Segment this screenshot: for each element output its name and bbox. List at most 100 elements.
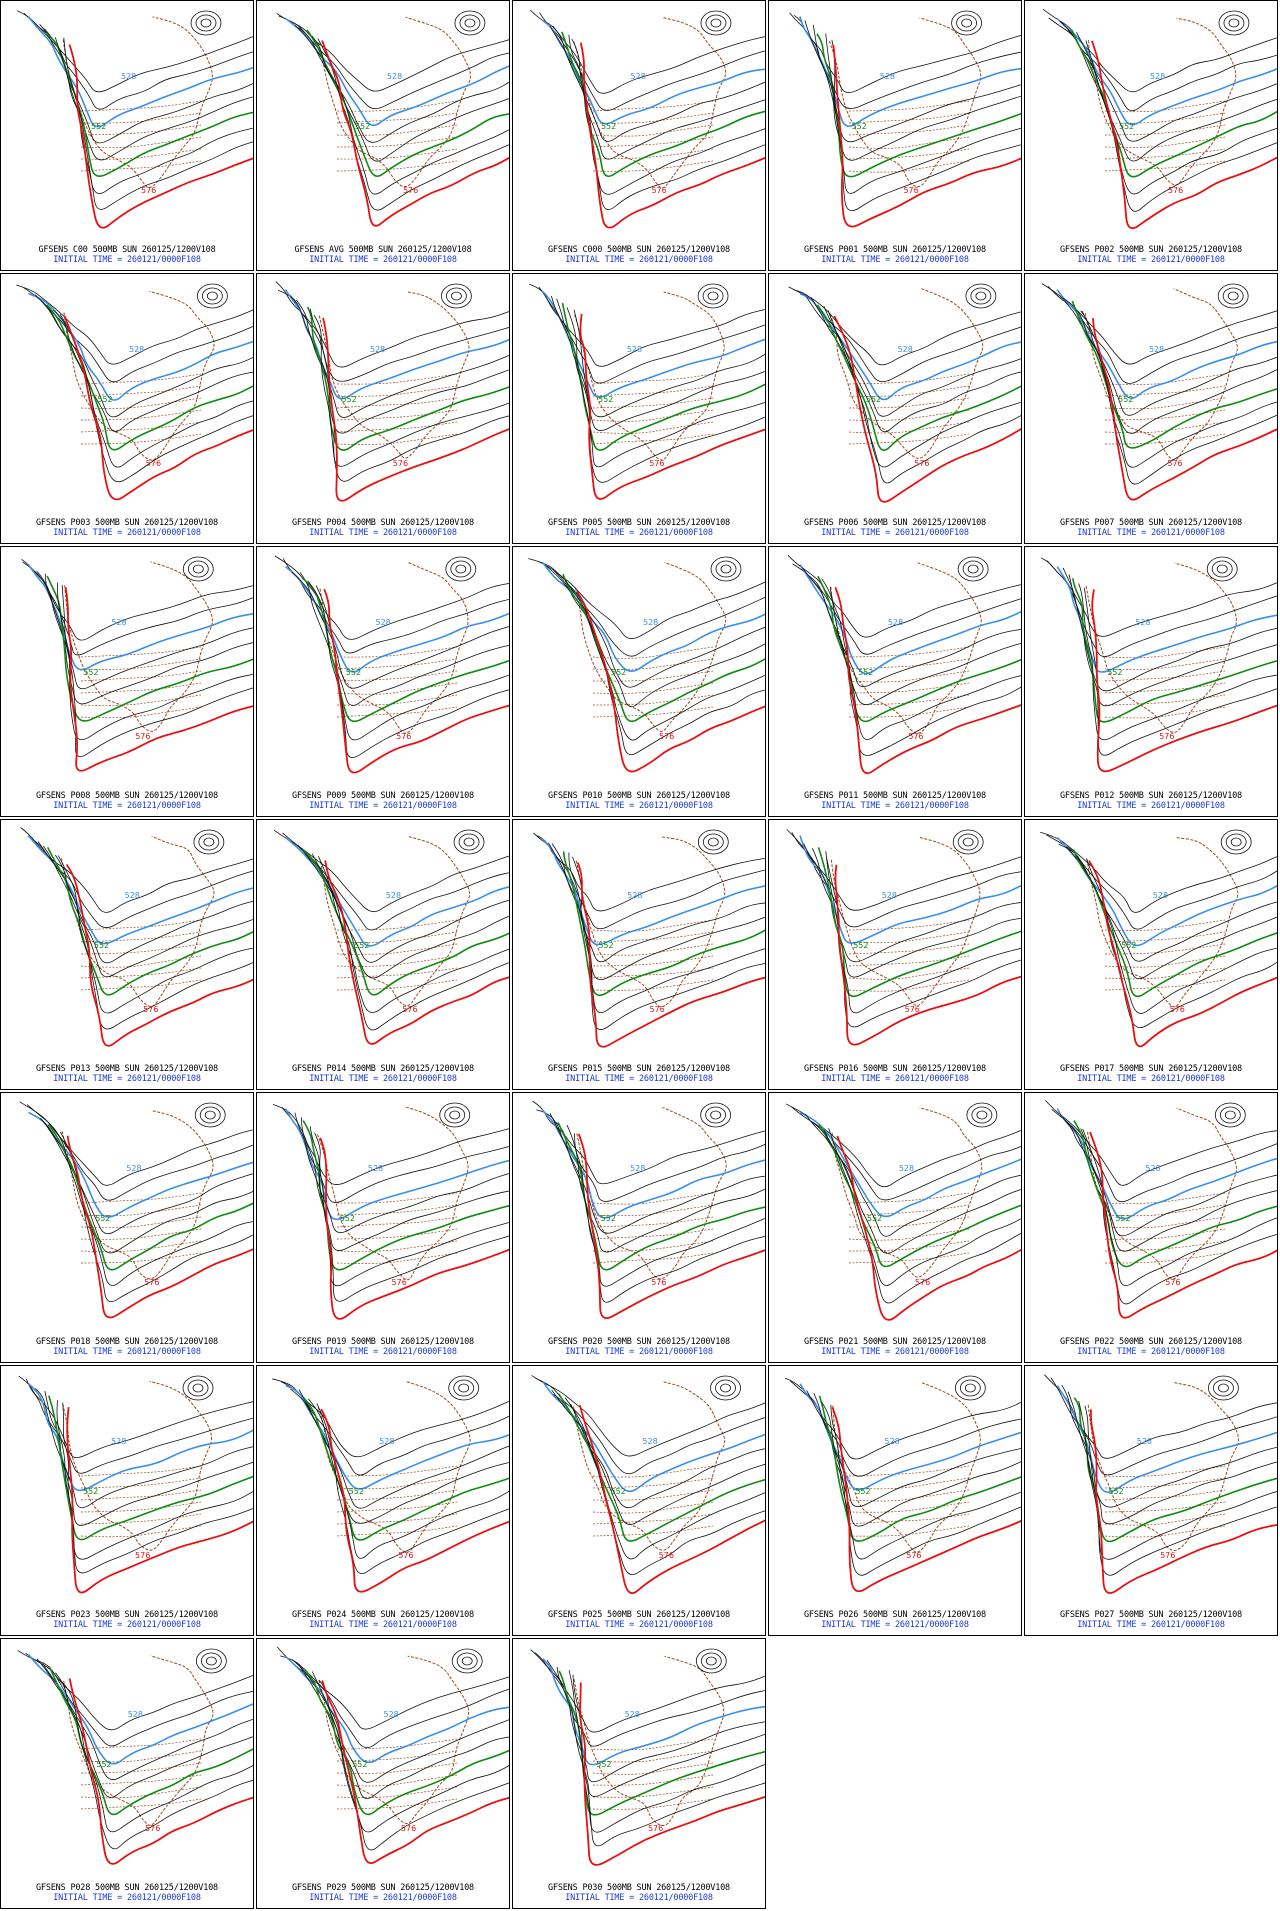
height-contour bbox=[812, 848, 1021, 978]
height-contour-map: 528 552 576 bbox=[18, 1375, 253, 1594]
closed-low-contour bbox=[446, 287, 467, 305]
height-contour-576 bbox=[577, 1133, 765, 1320]
contour-label-576: 576 bbox=[1168, 186, 1183, 195]
contour-label-552: 552 bbox=[83, 668, 98, 677]
state-border bbox=[592, 955, 714, 967]
coastline bbox=[61, 1110, 214, 1280]
coastline bbox=[575, 836, 726, 1008]
height-contour-576 bbox=[1088, 860, 1277, 1048]
height-contour bbox=[528, 558, 765, 640]
closed-low-contour bbox=[957, 833, 979, 851]
coastline bbox=[317, 1106, 469, 1281]
height-contour bbox=[298, 27, 509, 162]
state-border bbox=[592, 919, 714, 932]
closed-low-contour bbox=[182, 556, 214, 582]
state-border bbox=[80, 1501, 202, 1513]
panel-member-caption: GFSENS P022 500MB SUN 260125/1200V108 bbox=[1060, 1337, 1242, 1347]
height-contour bbox=[307, 1398, 509, 1559]
height-contour-552 bbox=[1071, 300, 1277, 449]
height-contour bbox=[21, 558, 253, 641]
contour-label-528: 528 bbox=[630, 1164, 645, 1173]
height-contour bbox=[574, 1133, 765, 1303]
height-contour-576 bbox=[832, 44, 1021, 228]
panel-member-caption: GFSENS P026 500MB SUN 260125/1200V108 bbox=[804, 1610, 986, 1620]
coastline bbox=[1087, 1107, 1237, 1280]
height-contour-528 bbox=[27, 16, 253, 128]
height-contour bbox=[44, 1390, 253, 1526]
closed-low-contour bbox=[1222, 287, 1244, 305]
contour-label-576: 576 bbox=[649, 459, 664, 468]
closed-low-contour bbox=[445, 556, 477, 582]
state-border bbox=[592, 1513, 714, 1525]
state-border bbox=[848, 385, 970, 397]
panel-initial-time: INITIAL TIME = 260121/0000F108 bbox=[821, 1347, 969, 1357]
height-contour bbox=[54, 37, 253, 194]
closed-low-contour bbox=[1228, 18, 1240, 28]
closed-low-contour bbox=[700, 1652, 722, 1670]
height-contour-map: 528 552 576 bbox=[789, 10, 1021, 228]
state-border bbox=[336, 931, 458, 943]
height-contour bbox=[529, 283, 765, 367]
height-contour-map: 528 552 576 bbox=[16, 283, 253, 501]
panel-member-caption: GFSENS P006 500MB SUN 260125/1200V108 bbox=[804, 518, 986, 528]
closed-low-contour bbox=[975, 291, 987, 301]
contour-label-576: 576 bbox=[649, 1005, 664, 1014]
contour-label-552: 552 bbox=[96, 1760, 111, 1769]
state-border bbox=[592, 1786, 714, 1798]
state-border bbox=[1104, 1465, 1226, 1477]
contour-label-576: 576 bbox=[648, 1824, 663, 1833]
state-border bbox=[80, 1477, 202, 1489]
height-contour-576 bbox=[1091, 40, 1277, 230]
height-contour bbox=[277, 289, 509, 382]
state-border bbox=[848, 955, 970, 967]
contour-label-576: 576 bbox=[1170, 1005, 1185, 1014]
contour-label-576: 576 bbox=[392, 1278, 407, 1287]
state-border bbox=[592, 409, 714, 422]
closed-low-contour bbox=[954, 1375, 986, 1401]
state-border bbox=[848, 1204, 970, 1216]
height-contour-552 bbox=[818, 1124, 1021, 1268]
panel-member-caption: GFSENS P009 500MB SUN 260125/1200V108 bbox=[292, 791, 474, 801]
state-border bbox=[592, 1798, 714, 1810]
height-contour bbox=[786, 829, 1021, 911]
height-contour-map: 528 552 576 bbox=[532, 1100, 765, 1320]
height-contour-552 bbox=[1071, 29, 1277, 178]
contour-label-552: 552 bbox=[97, 395, 112, 404]
state-border bbox=[592, 148, 714, 160]
height-contour bbox=[1076, 32, 1277, 195]
state-border bbox=[592, 136, 714, 148]
ensemble-panel: 528 552 576 GFSENS P023 500MB SUN 260125/12… bbox=[0, 1365, 254, 1636]
contour-label-552: 552 bbox=[355, 122, 370, 131]
panel-member-caption: GFSENS P007 500MB SUN 260125/1200V108 bbox=[1060, 518, 1242, 528]
state-border bbox=[80, 1465, 202, 1477]
ensemble-panel: 528 552 576 GFSENS P017 500MB SUN 260125/12… bbox=[1024, 819, 1278, 1090]
contour-label-528: 528 bbox=[627, 891, 642, 900]
panel-initial-time: INITIAL TIME = 260121/0000F108 bbox=[53, 528, 201, 538]
height-contour bbox=[791, 832, 1021, 928]
height-contour bbox=[810, 297, 1021, 433]
state-border bbox=[1104, 1228, 1226, 1240]
ensemble-panel: 528 552 576 GFSENS P010 500MB SUN 260125/12… bbox=[512, 546, 766, 817]
height-contour-576 bbox=[579, 1682, 765, 1866]
closed-low-contour bbox=[710, 1110, 722, 1120]
height-contour-576 bbox=[836, 1135, 1021, 1321]
ensemble-panel: 528 552 576 GFSENS P001 500MB SUN 260125/12… bbox=[768, 0, 1022, 271]
closed-low-contour bbox=[204, 1110, 216, 1120]
height-contour bbox=[295, 299, 509, 434]
contour-label-528: 528 bbox=[111, 618, 126, 627]
height-contour bbox=[831, 39, 1021, 212]
state-border bbox=[80, 421, 202, 433]
panel-member-caption: GFSENS P019 500MB SUN 260125/1200V108 bbox=[292, 1337, 474, 1347]
height-contour-528 bbox=[799, 1111, 1021, 1218]
height-contour-576 bbox=[834, 586, 1021, 774]
state-border bbox=[336, 1465, 458, 1477]
state-border bbox=[80, 1240, 202, 1252]
closed-low-contour bbox=[458, 1383, 470, 1393]
height-contour bbox=[789, 12, 1021, 93]
height-contour-576 bbox=[834, 864, 1021, 1046]
state-border bbox=[1104, 433, 1226, 445]
height-contour bbox=[301, 1117, 509, 1251]
closed-low-contour bbox=[206, 291, 218, 301]
ensemble-panel: 528 552 576 GFSENS P006 500MB SUN 260125/12… bbox=[768, 273, 1022, 544]
contour-label-528: 528 bbox=[129, 345, 144, 354]
